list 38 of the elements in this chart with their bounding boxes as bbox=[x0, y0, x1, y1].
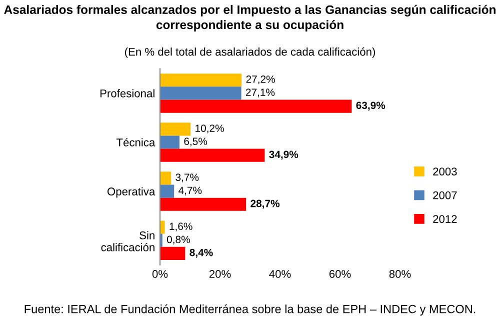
data-label: 0,8% bbox=[166, 236, 190, 244]
legend-label: 2007 bbox=[433, 191, 457, 200]
x-tick-label: 20% bbox=[209, 270, 231, 278]
x-tick-label: 0% bbox=[152, 270, 168, 278]
data-label: 34,9% bbox=[269, 150, 298, 160]
y-tick-label: Operativa bbox=[107, 187, 156, 198]
bar bbox=[160, 136, 180, 149]
data-label: 3,7% bbox=[176, 174, 199, 182]
bar bbox=[160, 198, 246, 211]
legend-label: 2003 bbox=[433, 168, 457, 176]
chart-subtitle: (En % del total de asalariados de cada calificación) bbox=[125, 47, 376, 58]
bar bbox=[160, 184, 174, 198]
legend-label: 2012 bbox=[433, 215, 457, 223]
data-label: 10,2% bbox=[196, 124, 224, 134]
bar bbox=[160, 148, 265, 162]
source-note: Fuente: IERAL de Fundación Mediterránea sobre la base de EPH – INDEC y MECON. bbox=[24, 304, 476, 316]
bar bbox=[160, 122, 191, 136]
bar bbox=[160, 220, 165, 234]
x-tick-label: 40% bbox=[269, 270, 291, 278]
data-label: 63,9% bbox=[356, 102, 386, 111]
bar bbox=[160, 74, 242, 87]
bar bbox=[160, 172, 172, 185]
bar bbox=[160, 246, 186, 260]
data-label: 8,4% bbox=[190, 248, 213, 258]
data-label: 6,5% bbox=[184, 138, 208, 146]
data-label: 4,7% bbox=[178, 186, 202, 196]
chart-title: Asalariados formales alcanzados por el Impuesto a las Ganancias según calificación correspondiente a su ocupación bbox=[4, 4, 496, 32]
data-label: 27,1% bbox=[246, 88, 275, 98]
x-tick-label: 60% bbox=[329, 270, 351, 278]
x-tick-label: 80% bbox=[389, 270, 411, 278]
bar bbox=[160, 86, 242, 100]
data-label: 1,6% bbox=[170, 222, 192, 232]
y-tick-label: Técnica bbox=[116, 138, 156, 146]
data-label: 27,2% bbox=[246, 76, 275, 84]
bar bbox=[160, 100, 352, 113]
y-tick-label: Profesional bbox=[100, 89, 154, 98]
y-tick-label: Sin calificación bbox=[101, 231, 154, 252]
data-label: 28,7% bbox=[250, 200, 280, 209]
